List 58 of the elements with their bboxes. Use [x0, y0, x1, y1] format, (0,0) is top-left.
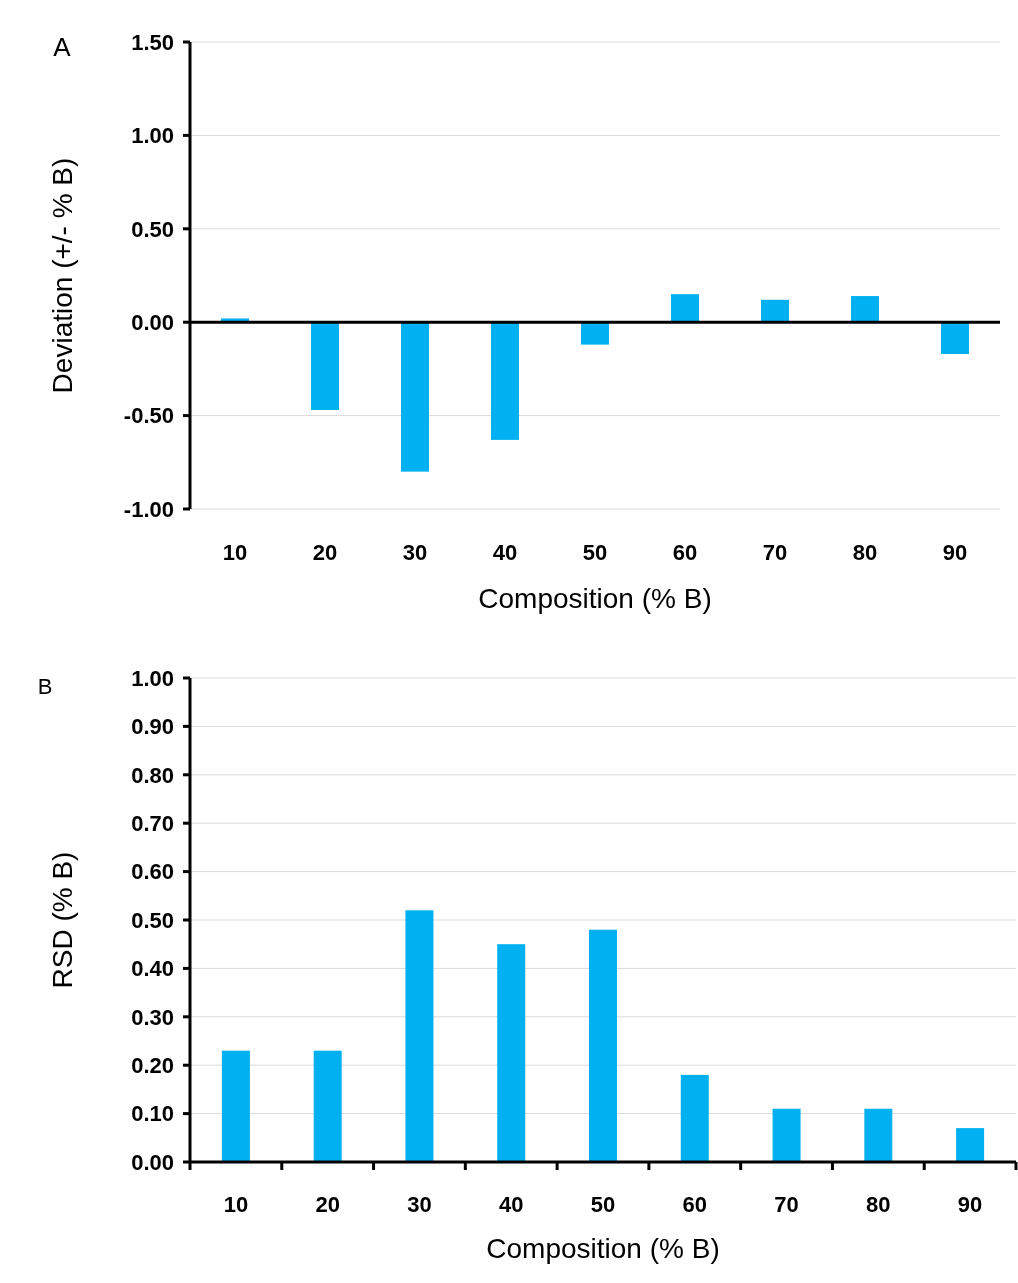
y-tick-label: 0.30 [131, 1004, 174, 1030]
bar [581, 322, 609, 345]
y-tick-label: 0.50 [131, 907, 174, 933]
y-tick-label: 1.00 [131, 665, 174, 691]
bar [497, 944, 526, 1162]
x-tick-label: 50 [590, 1192, 616, 1217]
y-tick-label: 0.10 [131, 1101, 174, 1127]
x-tick-label: 20 [312, 540, 338, 565]
y-tick-label: 0.50 [131, 216, 174, 242]
x-tick-label: 60 [672, 540, 698, 565]
x-tick-label: 80 [852, 540, 878, 565]
y-tick-label: -1.00 [123, 496, 174, 522]
x-tick-label: 40 [492, 540, 518, 565]
x-axis-title: Composition (% B) [478, 583, 712, 614]
x-tick-label: 50 [582, 540, 608, 565]
x-tick-label: 80 [866, 1192, 891, 1217]
x-tick-label: 90 [942, 540, 968, 565]
y-tick-label: 0.40 [131, 956, 174, 982]
y-axis-title: Deviation (+/- % B) [47, 157, 78, 394]
x-tick-label: 10 [223, 1192, 249, 1217]
y-tick-label: -0.50 [123, 403, 174, 429]
x-tick-label: 20 [315, 1192, 340, 1217]
bar [405, 910, 434, 1162]
y-tick-label: 0.60 [131, 859, 174, 885]
y-axis-title: RSD (% B) [47, 851, 78, 989]
y-tick-label: 0.20 [131, 1052, 174, 1078]
bar [941, 322, 969, 354]
bar [761, 299, 789, 323]
y-tick-label: 1.50 [131, 29, 174, 55]
bar [680, 1074, 709, 1162]
bar [311, 322, 339, 410]
y-tick-label: 0.00 [131, 1149, 174, 1175]
chart-title: A [53, 32, 72, 62]
y-tick-label: 1.00 [131, 123, 174, 149]
bar [221, 1050, 250, 1162]
chart-title: B [37, 674, 53, 699]
x-tick-label: 90 [957, 1192, 983, 1217]
x-tick-label: 70 [774, 1192, 799, 1217]
x-tick-label: 70 [762, 540, 788, 565]
bar [956, 1128, 985, 1162]
x-tick-label: 30 [402, 540, 428, 565]
bar [772, 1108, 801, 1162]
bar [671, 294, 699, 323]
bar [864, 1108, 893, 1162]
bar [313, 1050, 342, 1162]
x-axis-title: Composition (% B) [486, 1233, 720, 1264]
bar [491, 322, 519, 440]
bar [401, 322, 429, 472]
y-tick-label: 0.00 [131, 309, 174, 335]
x-tick-label: 10 [222, 540, 248, 565]
bar [589, 929, 617, 1162]
x-tick-label: 40 [498, 1192, 524, 1217]
y-tick-label: 0.70 [131, 810, 174, 836]
y-tick-label: 0.90 [131, 714, 174, 740]
bar [851, 296, 879, 323]
y-tick-label: 0.80 [131, 762, 174, 788]
x-tick-label: 30 [407, 1192, 432, 1217]
x-tick-label: 60 [682, 1192, 708, 1217]
